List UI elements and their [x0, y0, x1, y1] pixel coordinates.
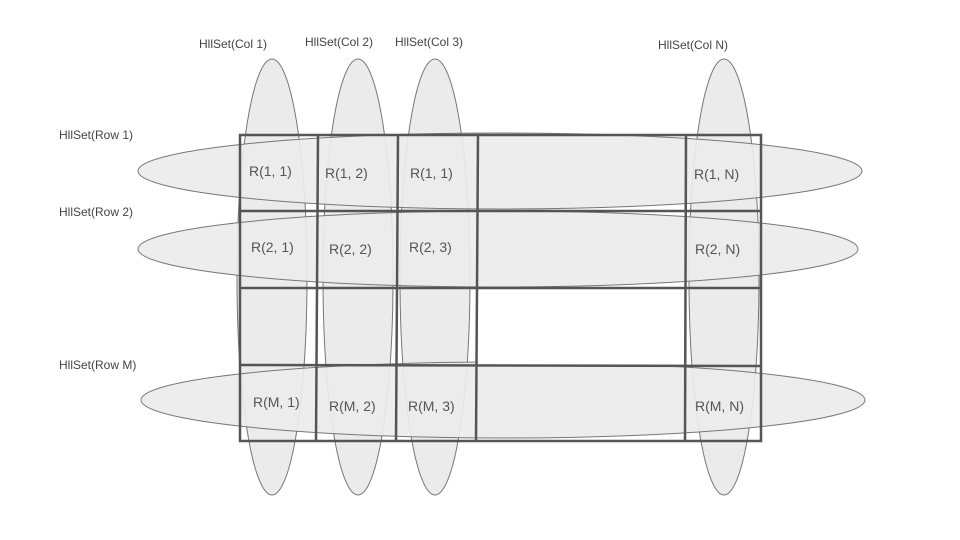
column-label-col-1: HllSet(Col 1) — [199, 37, 268, 51]
cell-r2-c2: R(2, 2) — [329, 241, 372, 257]
cell-r1-cn: R(1, N) — [694, 166, 740, 182]
cell-rm-cn: R(M, N) — [695, 398, 744, 414]
cell-rm-c2: R(M, 2) — [329, 398, 376, 414]
column-label-col-3: HllSet(Col 3) — [395, 35, 464, 49]
column-label-col-2: HllSet(Col 2) — [305, 35, 374, 49]
cell-r2-cn: R(2, N) — [695, 241, 741, 257]
cell-r2-c1: R(2, 1) — [251, 239, 294, 255]
cell-r1-c3: R(1, 1) — [410, 165, 453, 181]
cell-r1-c1: R(1, 1) — [249, 163, 292, 179]
column-label-col-n: HllSet(Col N) — [658, 38, 729, 52]
row-label-row-m: HllSet(Row M) — [59, 358, 137, 372]
cell-r1-c2: R(1, 2) — [325, 165, 368, 181]
cell-r2-c3: R(2, 3) — [409, 239, 452, 255]
row-label-row-1: HllSet(Row 1) — [59, 128, 134, 142]
grid-row-divider-3 — [239, 363, 762, 368]
matrix-grid — [238, 133, 763, 443]
cell-rm-c1: R(M, 1) — [253, 394, 300, 410]
row-ellipse-row-1 — [137, 132, 863, 210]
cell-rm-c3: R(M, 3) — [408, 398, 455, 414]
empty-middle-cell — [478, 289, 685, 365]
row-ellipse-row-m — [140, 361, 866, 439]
row-label-row-2: HllSet(Row 2) — [59, 205, 134, 219]
row-ellipse-row-2 — [137, 210, 859, 288]
